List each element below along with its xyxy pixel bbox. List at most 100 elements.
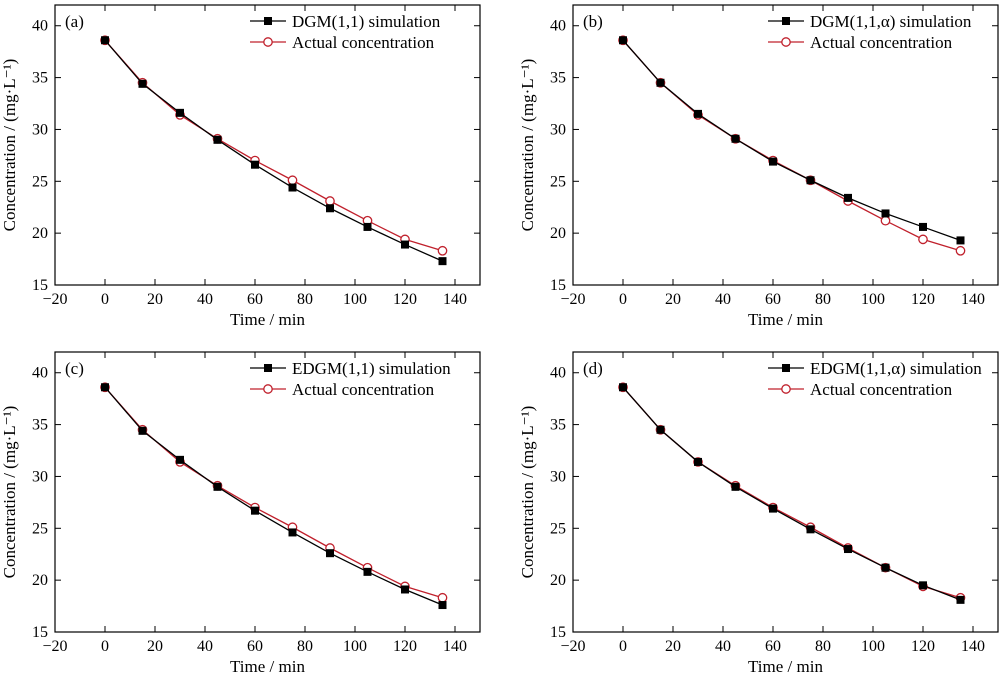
data-point: [401, 585, 409, 594]
data-point: [619, 383, 627, 392]
data-point: [769, 504, 777, 513]
series-line: [622, 386, 961, 601]
series-2: [618, 35, 966, 256]
series-1: [101, 383, 447, 610]
x-tick-label: −20: [560, 638, 585, 655]
data-point: [438, 257, 447, 266]
data-point: [213, 135, 222, 144]
y-tick-label: 15: [550, 624, 566, 641]
y-tick-label: 30: [32, 468, 48, 485]
data-point: [619, 36, 627, 45]
legend-marker: [782, 17, 790, 25]
x-tick-label: 60: [765, 291, 781, 308]
y-tick-label: 40: [550, 18, 566, 35]
data-point: [438, 601, 447, 610]
x-tick-label: 140: [961, 291, 985, 308]
data-point: [956, 595, 965, 604]
panel-label: (d): [583, 359, 603, 378]
data-point: [694, 457, 702, 466]
legend-label: DGM(1,1,α) simulation: [810, 12, 972, 31]
x-tick-label: 100: [861, 291, 885, 308]
x-tick-label: 60: [247, 638, 263, 655]
data-point: [101, 36, 109, 45]
data-point: [844, 193, 852, 202]
plot-frame: [572, 351, 999, 633]
chart-panel-3: −20 0 20 40 60 80 100 120 140 15 20 25 30 35 40 Time / …: [0, 351, 481, 676]
series-line: [622, 386, 961, 599]
x-tick-label: 80: [815, 638, 831, 655]
x-tick-label: 140: [443, 291, 467, 308]
legend-label: Actual concentration: [810, 380, 953, 399]
data-point: [955, 245, 966, 256]
x-tick-label: 20: [147, 638, 163, 655]
y-tick-label: 25: [550, 520, 566, 537]
y-tick-label: 20: [550, 572, 566, 589]
data-point: [731, 482, 740, 491]
series-line: [622, 39, 961, 242]
series-2: [100, 382, 448, 603]
x-axis-title: Time / min: [230, 310, 305, 329]
data-point: [656, 425, 665, 434]
data-point: [363, 222, 372, 231]
x-tick-label: −20: [560, 291, 585, 308]
x-tick-label: −20: [42, 291, 67, 308]
series-line: [104, 386, 443, 599]
plot-frame: [54, 351, 481, 633]
legend: DGM(1,1,α) simulation Actual concentratio…: [768, 12, 972, 52]
legend-marker: [782, 364, 790, 372]
data-point: [881, 209, 890, 218]
data-point: [880, 215, 891, 226]
data-point: [287, 175, 298, 186]
y-tick-label: 20: [32, 225, 48, 242]
y-tick-label: 25: [32, 520, 48, 537]
y-tick-label: 40: [32, 365, 48, 382]
x-tick-label: 20: [665, 291, 681, 308]
legend-marker: [781, 37, 791, 47]
legend-marker: [781, 384, 791, 394]
series-1: [619, 36, 965, 245]
data-point: [731, 134, 740, 143]
y-tick-label: 15: [32, 277, 48, 294]
data-point: [956, 236, 965, 245]
y-axis-title: Concentration / (mg·L⁻¹): [0, 406, 19, 579]
data-point: [176, 108, 184, 117]
data-point: [326, 549, 334, 558]
data-point: [919, 581, 927, 590]
y-tick-label: 30: [550, 121, 566, 138]
y-tick-label: 20: [32, 572, 48, 589]
legend-marker: [264, 17, 272, 25]
x-tick-label: 0: [619, 291, 627, 308]
series-line: [104, 386, 443, 606]
data-point: [363, 567, 372, 576]
legend-marker: [263, 37, 273, 47]
x-tick-label: 40: [197, 638, 213, 655]
data-point: [251, 506, 259, 515]
data-point: [806, 525, 815, 534]
x-tick-label: 80: [815, 291, 831, 308]
series-line: [104, 39, 443, 252]
y-tick-label: 15: [550, 277, 566, 294]
x-tick-label: 60: [765, 638, 781, 655]
y-tick-label: 25: [550, 173, 566, 190]
data-point: [694, 109, 702, 118]
x-tick-label: 120: [393, 638, 417, 655]
x-tick-label: 120: [393, 291, 417, 308]
y-tick-label: 30: [550, 468, 566, 485]
legend: DGM(1,1) simulation Actual concentration: [250, 12, 441, 52]
x-tick-label: 40: [715, 291, 731, 308]
legend-label: Actual concentration: [810, 33, 953, 52]
y-tick-label: 35: [32, 70, 48, 87]
legend-label: DGM(1,1) simulation: [292, 12, 441, 31]
y-tick-label: 35: [32, 417, 48, 434]
plot-frame: [54, 4, 481, 286]
legend-label: Actual concentration: [292, 33, 435, 52]
x-tick-label: 40: [197, 291, 213, 308]
x-tick-label: 120: [911, 291, 935, 308]
data-point: [138, 426, 147, 435]
data-point: [251, 160, 259, 169]
data-point: [437, 592, 448, 603]
x-axis-title: Time / min: [748, 657, 823, 676]
x-tick-label: 100: [343, 638, 367, 655]
panel-label: (c): [65, 359, 84, 378]
